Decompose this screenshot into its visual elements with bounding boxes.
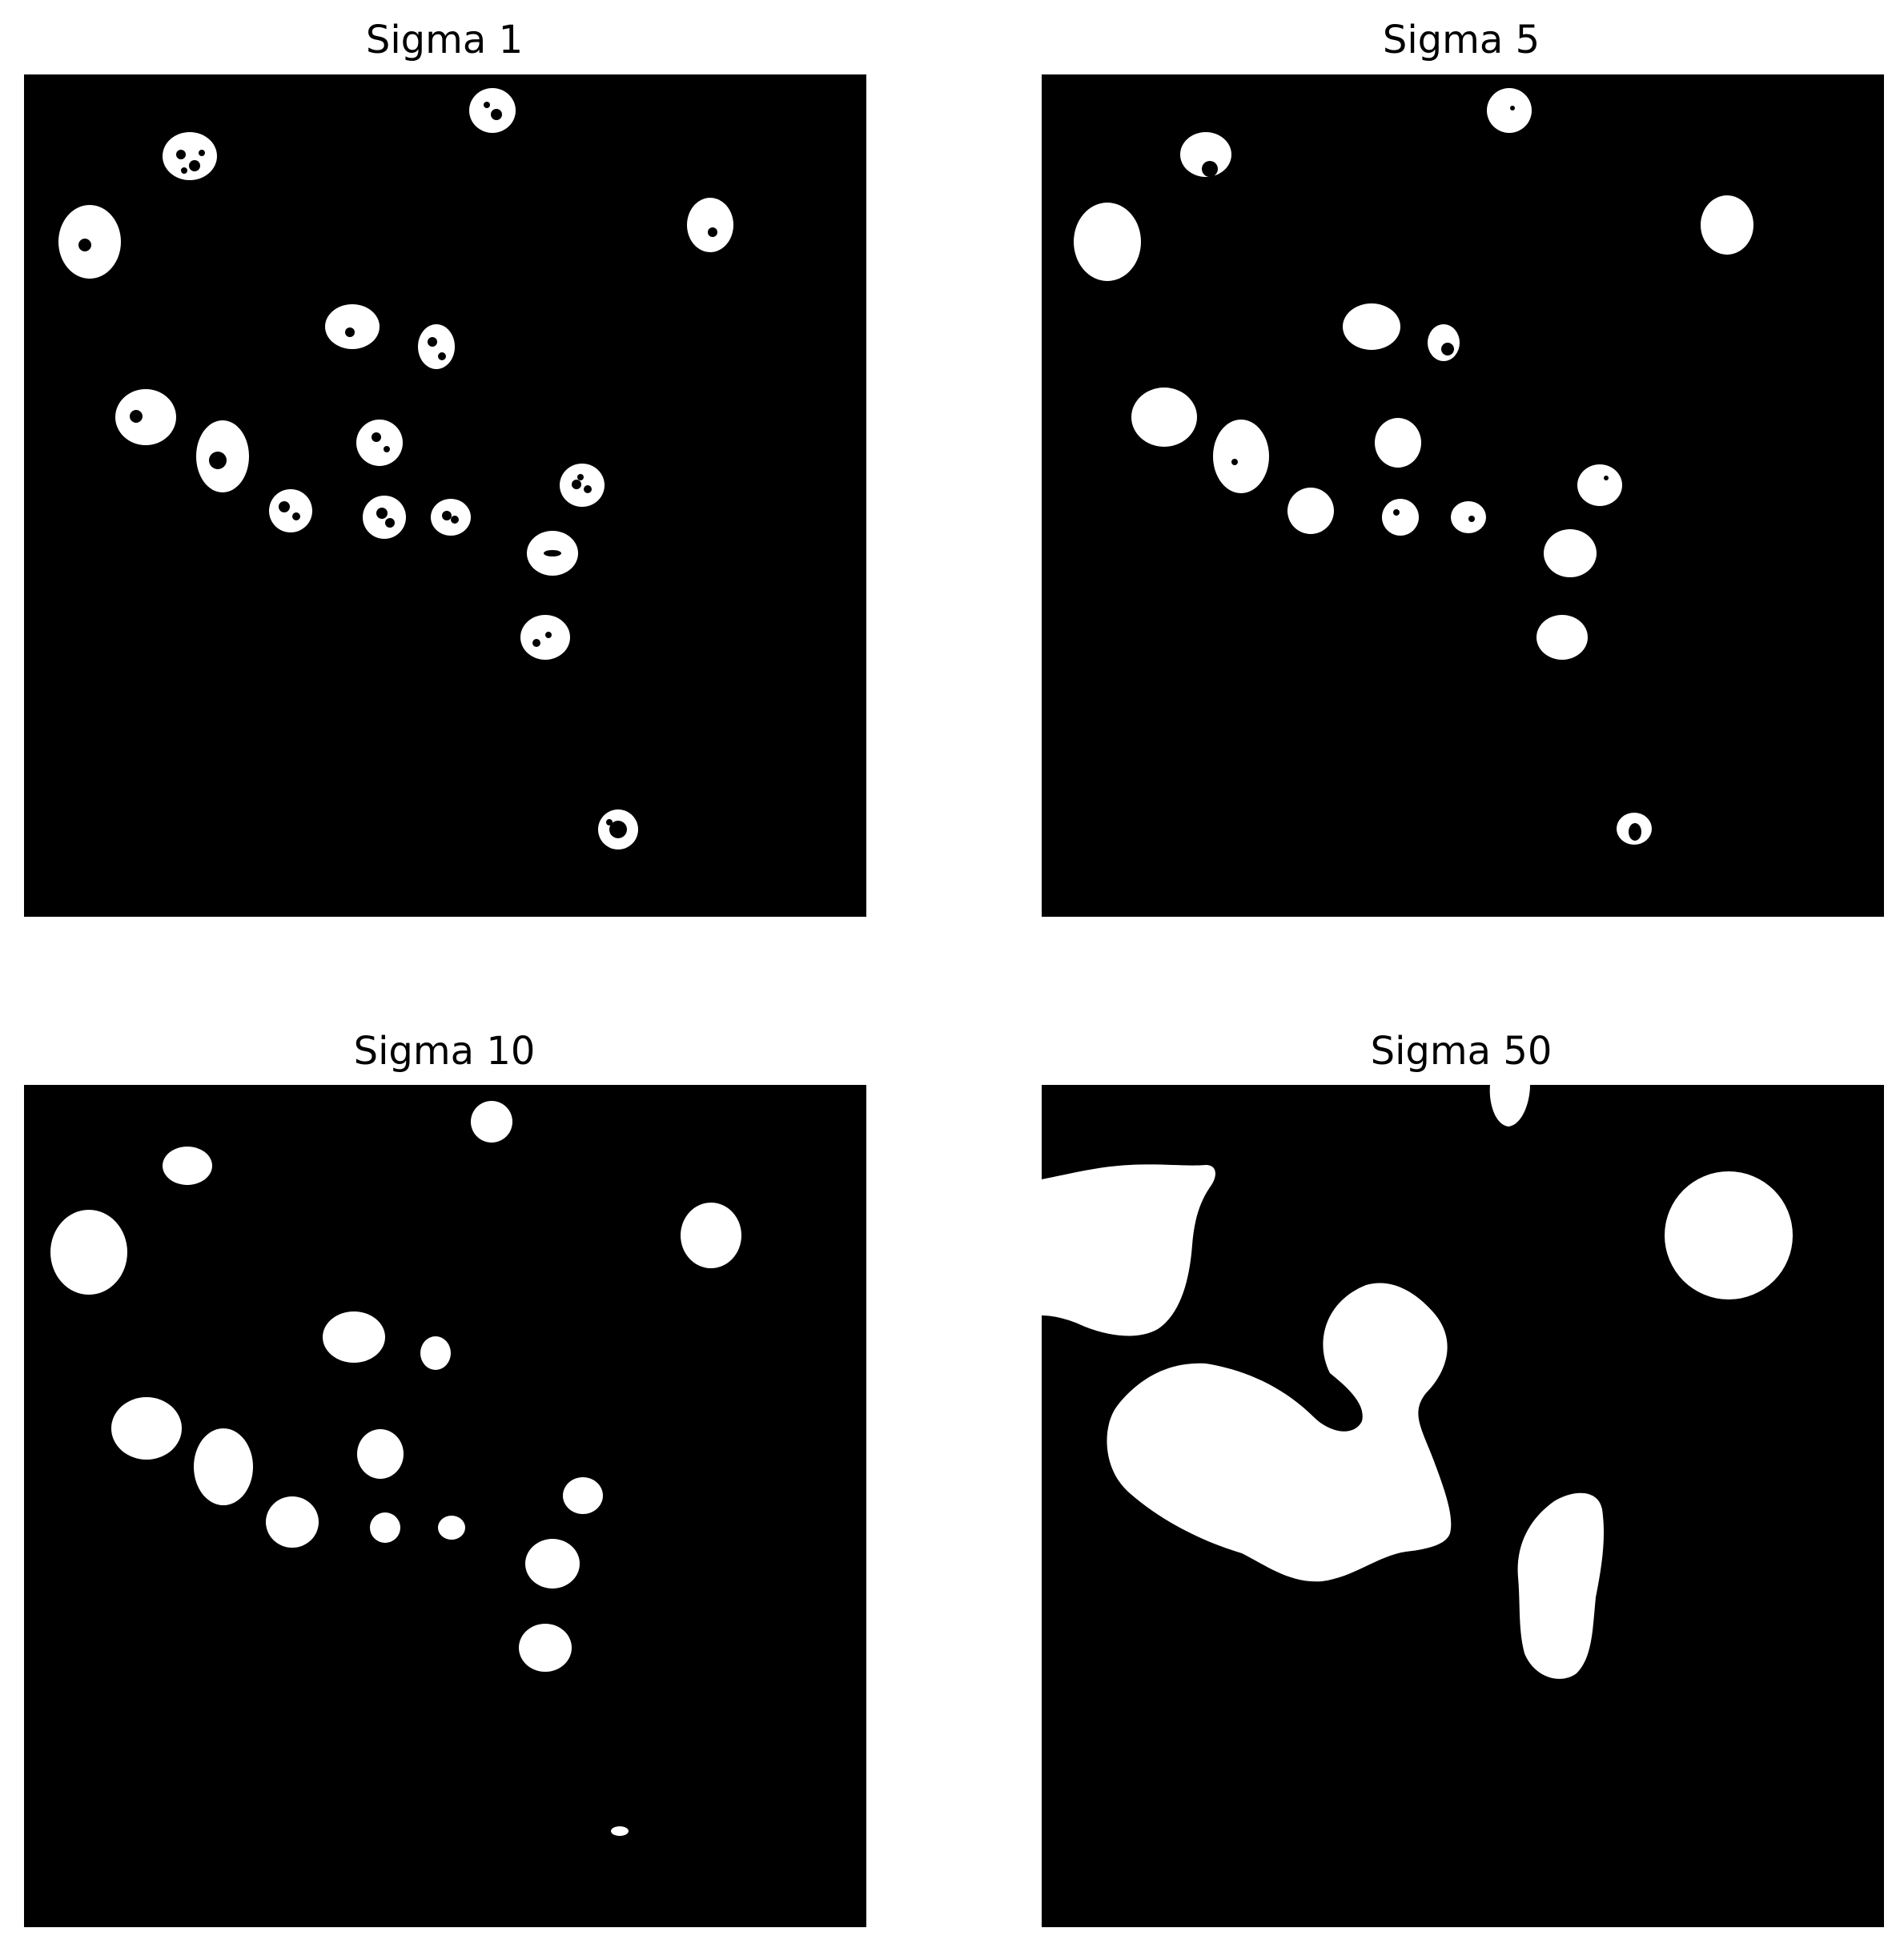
nucleus [269, 489, 312, 532]
nucleus [420, 1336, 451, 1370]
nucleus [519, 1624, 572, 1672]
nucleus [325, 304, 380, 349]
panel-title-sigma-1: Sigma 1 [365, 18, 524, 62]
nucleus [115, 389, 176, 445]
nucleus [111, 1397, 182, 1460]
panel-title-sigma-50: Sigma 50 [1370, 1029, 1553, 1074]
nucleus [1213, 420, 1269, 493]
nucleus [194, 1428, 253, 1505]
merged-region-left [1042, 1164, 1215, 1336]
nucleus [1180, 132, 1231, 177]
nucleus [1382, 499, 1419, 536]
nucleus [163, 132, 217, 180]
nucleus [50, 1210, 127, 1295]
merged-region-top [1489, 1085, 1530, 1127]
nucleus [687, 198, 733, 252]
nucleus [1375, 418, 1421, 468]
binary-mask-sigma-5 [1074, 88, 1753, 845]
nucleus [520, 615, 570, 660]
nucleus [323, 1311, 385, 1363]
merged-region-bottom [1517, 1492, 1605, 1679]
nucleus [1343, 303, 1400, 350]
binary-mask-sigma-50 [1042, 1085, 1793, 1679]
nucleus [560, 464, 605, 507]
nucleus [1487, 88, 1532, 133]
image-panel-sigma-5 [1042, 74, 1884, 917]
merged-region-center [1107, 1283, 1452, 1582]
nucleus [418, 324, 455, 369]
nucleus [1428, 324, 1460, 361]
nucleus [1536, 615, 1588, 660]
image-panel-sigma-1 [24, 74, 866, 917]
nucleus [163, 1147, 212, 1185]
nucleus [469, 88, 516, 133]
nucleus [1701, 195, 1753, 255]
nucleus [1544, 529, 1597, 577]
binary-mask-sigma-1 [58, 88, 733, 849]
nucleus [438, 1516, 465, 1540]
nucleus [563, 1477, 603, 1514]
nucleus [611, 1826, 629, 1836]
nucleus [1074, 203, 1141, 281]
nucleus [1451, 501, 1486, 533]
nucleus [356, 420, 403, 466]
panel-title-sigma-5: Sigma 5 [1382, 18, 1540, 62]
nucleus [525, 1539, 580, 1589]
nucleus [1131, 388, 1197, 447]
nucleus [1577, 464, 1622, 506]
merged-region-right [1665, 1171, 1793, 1299]
nucleus [357, 1429, 404, 1479]
nucleus [370, 1512, 400, 1543]
nucleus [681, 1203, 741, 1268]
panel-title-sigma-10: Sigma 10 [353, 1029, 536, 1074]
nucleus [266, 1496, 319, 1548]
image-panel-sigma-50 [1042, 1085, 1884, 1927]
nucleus [1287, 488, 1334, 534]
image-panel-sigma-10 [24, 1085, 866, 1927]
binary-mask-sigma-10 [50, 1101, 741, 1836]
nucleus [471, 1101, 512, 1143]
